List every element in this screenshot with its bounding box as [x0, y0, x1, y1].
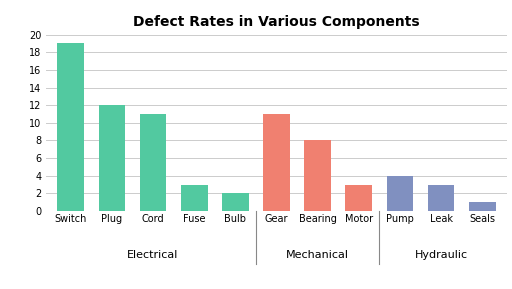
- Bar: [181, 185, 207, 211]
- Text: Hydraulic: Hydraulic: [415, 250, 467, 260]
- Text: Mechanical: Mechanical: [286, 250, 349, 260]
- Title: Defect Rates in Various Components: Defect Rates in Various Components: [133, 15, 420, 29]
- Bar: [469, 202, 496, 211]
- Text: Electrical: Electrical: [127, 250, 179, 260]
- Bar: [346, 185, 372, 211]
- Bar: [428, 185, 455, 211]
- Bar: [222, 193, 249, 211]
- Bar: [304, 140, 331, 211]
- Bar: [98, 105, 125, 211]
- Bar: [57, 43, 84, 211]
- Bar: [140, 114, 166, 211]
- Bar: [387, 176, 413, 211]
- Bar: [263, 114, 290, 211]
